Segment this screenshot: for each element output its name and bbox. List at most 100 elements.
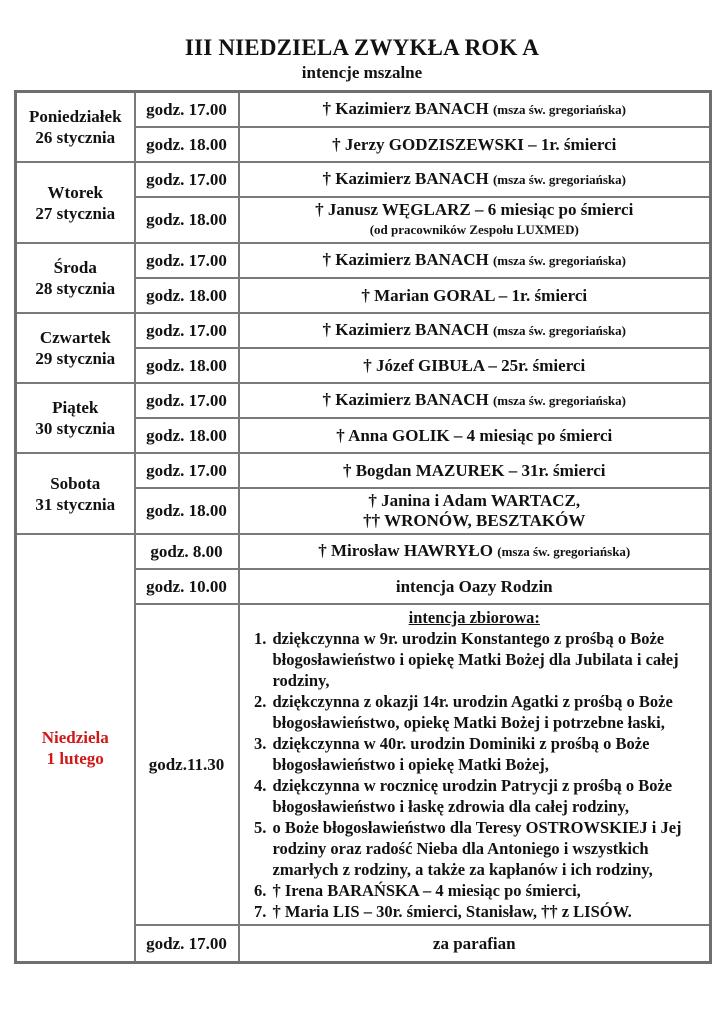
intention-cell: † Anna GOLIK – 4 miesiąc po śmierci [237,417,712,454]
list-item: † Maria LIS – 30r. śmierci, Stanisław, †… [271,901,704,922]
table-row: godz. 10.00 intencja Oazy Rodzin [16,568,712,605]
day-date: 31 stycznia [35,494,116,514]
collective-heading: intencja zbiorowa: [408,608,540,627]
intention-cell: † Janusz WĘGLARZ – 6 miesiąc po śmierci … [237,196,712,244]
day-cell-saturday: Sobota 31 stycznia [14,452,136,535]
time-cell: godz. 18.00 [133,487,240,535]
intention-cell: † Kazimierz BANACH (msza św. gregoriańsk… [237,161,712,198]
mass-intentions-table: Poniedziałek 26 stycznia godz. 17.00 † K… [14,90,712,964]
day-cell-tuesday: Wtorek 27 stycznia [14,161,136,244]
time-cell: godz.11.30 [133,603,240,926]
day-name: Poniedziałek [28,107,122,126]
list-item: dziękczynna z okazji 14r. urodzin Agatki… [271,691,704,733]
time-cell: godz. 8.00 [133,533,240,570]
time-cell: godz. 17.00 [133,924,240,964]
day-name: Czwartek [39,328,111,347]
table-row: godz. 18.00 † Marian GORAL – 1r. śmierci [16,277,712,314]
time-cell: godz. 17.00 [133,312,240,349]
intention-cell: intencja Oazy Rodzin [237,568,712,605]
day-date: 29 stycznia [35,349,116,368]
time-cell: godz. 17.00 [133,161,240,198]
day-date: 26 stycznia [35,128,116,147]
collective-intention-cell: intencja zbiorowa: dziękczynna w 9r. uro… [237,603,712,926]
collective-intentions-list: dziękczynna w 9r. urodzin Konstantego z … [244,628,706,922]
list-item: dziękczynna w rocznicę urodzin Patrycji … [271,775,704,817]
day-date: 28 stycznia [35,279,116,298]
table-row: Niedziela 1 lutego godz. 8.00 † Mirosław… [14,533,712,964]
list-item: o Boże błogosławieństwo dla Teresy OSTRO… [271,817,704,880]
intention-text: † Jerzy GODZISZEWSKI – 1r. śmierci [332,134,617,154]
table-row-collective: godz.11.30 intencja zbiorowa: dziękczynn… [16,603,712,926]
intention-note: (msza św. gregoriańska) [497,544,631,559]
table-row: Wtorek 27 stycznia godz. 17.00 † Kazimie… [14,161,712,244]
day-name: Wtorek [47,182,103,202]
day-name: Piątek [52,398,99,417]
time-cell: godz. 18.00 [133,277,240,314]
time-cell: godz. 17.00 [133,382,240,419]
intention-text: † Kazimierz BANACH [322,169,489,188]
table-row: godz. 17.00 za parafian [16,924,712,964]
intention-cell: † Jerzy GODZISZEWSKI – 1r. śmierci [237,126,712,163]
intention-cell: † Mirosław HAWRYŁO (msza św. gregoriańsk… [237,533,712,570]
intention-cell: † Kazimierz BANACH (msza św. gregoriańsk… [237,90,712,128]
time-cell: godz. 18.00 [133,196,240,244]
intention-cell: † Kazimierz BANACH (msza św. gregoriańsk… [237,242,712,279]
table-row: godz. 18.00 † Józef GIBUŁA – 25r. śmierc… [16,347,712,384]
day-date: 27 stycznia [35,203,116,223]
intention-text: † Józef GIBUŁA – 25r. śmierci [363,355,586,375]
table-row: Poniedziałek 26 stycznia godz. 17.00 † K… [14,90,712,163]
document-page: III NIEDZIELA ZWYKŁA ROK A intencje msza… [0,0,724,964]
table-row: godz. 18.00 † Janina i Adam WARTACZ, †† … [16,487,712,535]
time-cell: godz. 18.00 [133,347,240,384]
table-row: godz. 18.00 † Anna GOLIK – 4 miesiąc po … [16,417,712,454]
intention-text: † Bogdan MAZUREK – 31r. śmierci [342,460,606,480]
time-cell: godz. 17.00 [133,90,240,128]
table-row: godz. 18.00 † Jerzy GODZISZEWSKI – 1r. ś… [16,126,712,163]
day-cell-sunday: Niedziela 1 lutego [14,533,136,964]
intention-text: za parafian [432,933,516,953]
intention-note: (msza św. gregoriańska) [492,172,626,187]
intention-text: † Janina i Adam WARTACZ, [368,491,581,510]
time-cell: godz. 17.00 [133,452,240,489]
intention-cell: † Marian GORAL – 1r. śmierci [237,277,712,314]
intention-cell: † Józef GIBUŁA – 25r. śmierci [237,347,712,384]
table-row: Sobota 31 stycznia godz. 17.00 † Bogdan … [14,452,712,535]
intention-note: (od pracowników Zespołu LUXMED) [369,222,579,237]
intention-text: † Kazimierz BANACH [322,390,489,409]
intention-note: (msza św. gregoriańska) [492,323,626,338]
day-date: 30 stycznia [35,419,116,438]
day-cell-thursday: Czwartek 29 stycznia [14,312,136,384]
intention-text-line2: †† WRONÓW, BESZTAKÓW [363,511,586,530]
intention-text: † Kazimierz BANACH [322,99,489,118]
day-cell-friday: Piątek 30 stycznia [14,382,136,454]
intention-note: (msza św. gregoriańska) [492,393,626,408]
table-row: Środa 28 stycznia godz. 17.00 † Kazimier… [14,242,712,314]
day-name: Środa [53,258,97,277]
intention-text: † Anna GOLIK – 4 miesiąc po śmierci [336,425,613,445]
intention-cell: za parafian [237,924,712,964]
intention-cell: † Kazimierz BANACH (msza św. gregoriańsk… [237,312,712,349]
table-row: Piątek 30 stycznia godz. 17.00 † Kazimie… [14,382,712,454]
intention-note: (msza św. gregoriańska) [492,253,626,268]
day-name: Sobota [50,473,101,493]
time-cell: godz. 10.00 [133,568,240,605]
time-cell: godz. 18.00 [133,126,240,163]
intention-cell: † Janina i Adam WARTACZ, †† WRONÓW, BESZ… [237,487,712,535]
table-row: godz. 18.00 † Janusz WĘGLARZ – 6 miesiąc… [16,196,712,244]
time-cell: godz. 17.00 [133,242,240,279]
page-subtitle: intencje mszalne [301,63,423,82]
intention-text: † Mirosław HAWRYŁO [318,541,493,560]
intention-text: † Kazimierz BANACH [322,250,489,269]
intention-text: intencja Oazy Rodzin [395,576,553,596]
intention-cell: † Bogdan MAZUREK – 31r. śmierci [237,452,712,489]
list-item: dziękczynna w 40r. urodzin Dominiki z pr… [271,733,704,775]
intention-note: (msza św. gregoriańska) [492,102,626,117]
day-name: Niedziela [41,728,109,747]
day-cell-wednesday: Środa 28 stycznia [14,242,136,314]
day-cell-monday: Poniedziałek 26 stycznia [14,90,136,163]
intention-text: † Janusz WĘGLARZ – 6 miesiąc po śmierci [315,200,634,219]
intention-text: † Kazimierz BANACH [322,320,489,339]
intention-cell: † Kazimierz BANACH (msza św. gregoriańsk… [237,382,712,419]
day-date: 1 lutego [46,749,104,768]
intention-text: † Marian GORAL – 1r. śmierci [361,285,588,305]
